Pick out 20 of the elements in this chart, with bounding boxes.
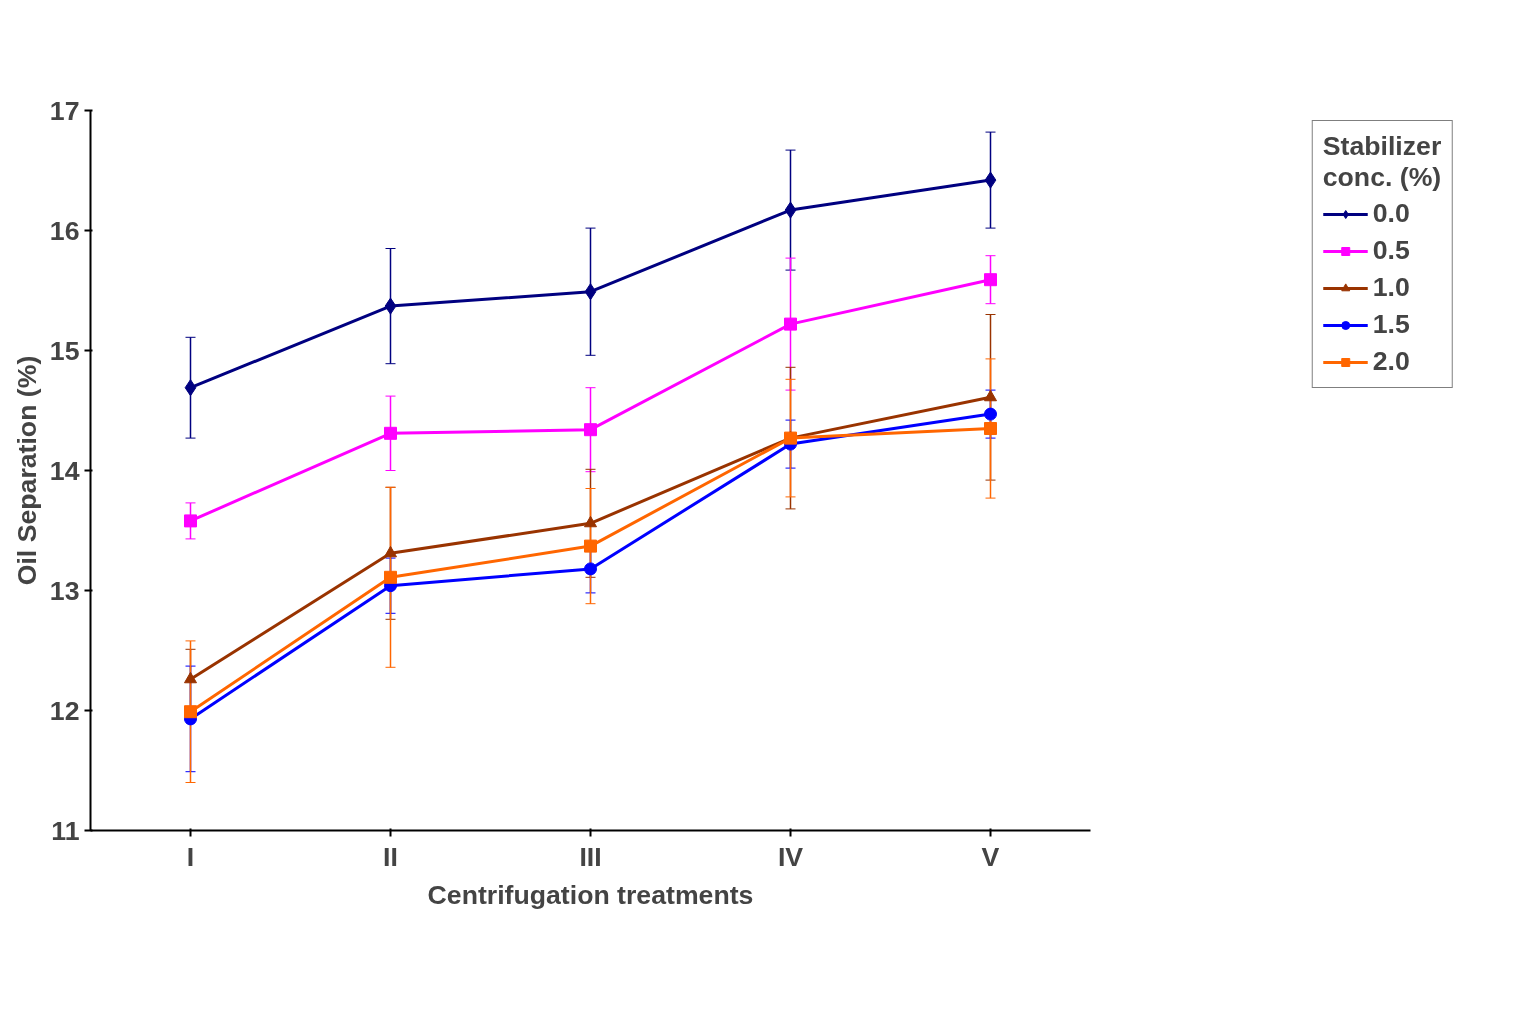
x-tick-label: II xyxy=(383,841,398,872)
legend-label: 1.0 xyxy=(1372,272,1410,303)
y-tick-label: 16 xyxy=(49,215,80,246)
y-axis-title: Oil Separation (%) xyxy=(11,355,42,586)
y-tick-label: 11 xyxy=(51,815,80,846)
y-tick-label: 14 xyxy=(49,455,80,486)
y-tick-label: 15 xyxy=(49,335,80,366)
legend-label: 2.0 xyxy=(1372,346,1410,377)
x-axis-title: Centrifugation treatments xyxy=(427,879,754,910)
x-tick-label: V xyxy=(981,841,1000,872)
y-tick-label: 13 xyxy=(49,575,80,606)
x-tick-label: III xyxy=(579,841,602,872)
x-tick-label: IV xyxy=(777,841,804,872)
y-tick-label: 12 xyxy=(49,695,80,726)
legend-label: 0.5 xyxy=(1372,235,1410,266)
x-tick-label: I xyxy=(186,841,195,872)
legend-label: 1.5 xyxy=(1372,309,1410,340)
y-tick-label: 17 xyxy=(49,95,80,126)
legend-title: Stabilizer conc. (%) xyxy=(1322,131,1442,193)
legend-label: 0.0 xyxy=(1372,198,1410,229)
